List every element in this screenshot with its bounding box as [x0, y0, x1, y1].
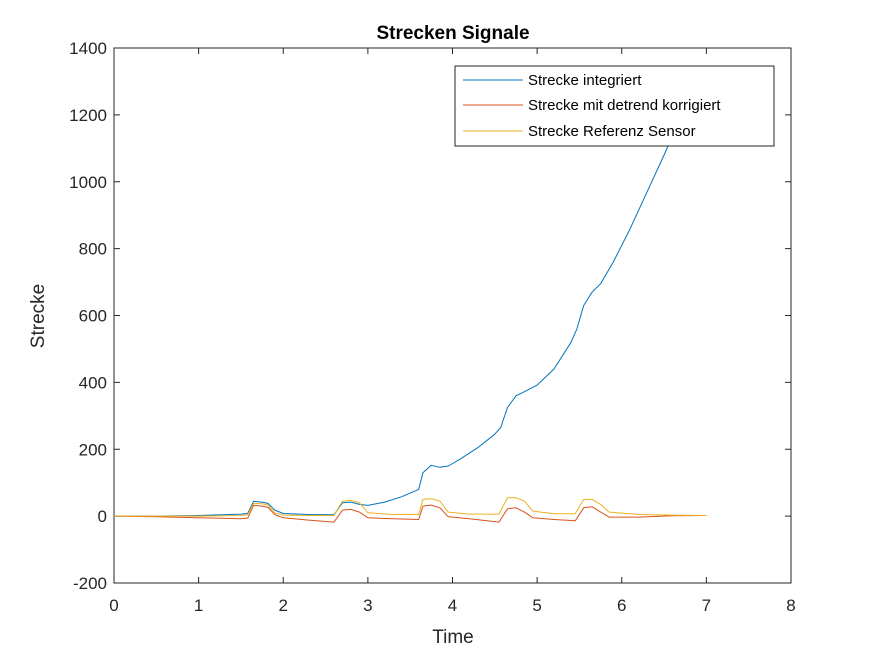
- y-tick-label: -200: [73, 574, 107, 593]
- y-tick-label: 200: [79, 440, 107, 459]
- series-line-referenz: [114, 497, 707, 517]
- chart-title: Strecken Signale: [376, 23, 529, 44]
- y-tick-label: 1200: [69, 106, 107, 125]
- legend-box: [454, 65, 775, 147]
- x-tick-label: 3: [363, 596, 372, 615]
- x-axis-label: Time: [432, 627, 474, 648]
- legend: Strecke integriert Strecke mit detrend k…: [454, 65, 775, 147]
- series-line-detrend: [113, 504, 707, 523]
- y-tick-label: 800: [79, 240, 107, 259]
- y-tick-label: 400: [79, 373, 107, 392]
- x-axis: 0 1 2 3 4 5 6 7 8: [109, 48, 796, 615]
- legend-label-integriert: Strecke integriert: [528, 72, 642, 89]
- series-line-integriert: [114, 108, 685, 517]
- series-lines: [113, 108, 707, 523]
- y-axis-label: Strecke: [28, 284, 49, 348]
- legend-label-referenz: Strecke Referenz Sensor: [528, 123, 696, 140]
- y-tick-label: 1400: [69, 39, 107, 58]
- x-tick-label: 6: [617, 596, 626, 615]
- y-axis: -200 0 200 400 600 800 1000 1200 1400: [69, 39, 791, 593]
- x-tick-label: 2: [279, 596, 288, 615]
- x-tick-label: 1: [194, 596, 203, 615]
- x-tick-label: 5: [532, 596, 541, 615]
- x-tick-label: 7: [702, 596, 711, 615]
- y-tick-label: 1000: [69, 173, 107, 192]
- x-tick-label: 0: [109, 596, 118, 615]
- y-tick-label: 0: [98, 507, 107, 526]
- y-tick-label: 600: [79, 307, 107, 326]
- x-tick-label: 4: [448, 596, 457, 615]
- legend-label-detrend: Strecke mit detrend korrigiert: [528, 97, 721, 114]
- x-tick-label: 8: [786, 596, 795, 615]
